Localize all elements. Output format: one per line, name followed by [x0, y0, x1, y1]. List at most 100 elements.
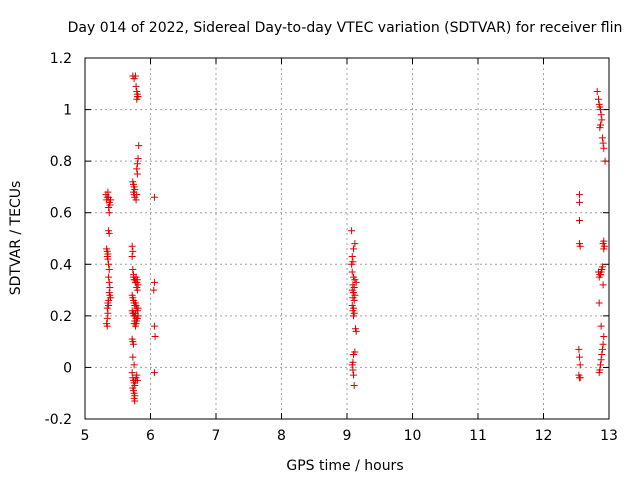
- y-tick-label: 0.4: [50, 257, 72, 273]
- data-point: [107, 196, 115, 204]
- data-point: [128, 242, 136, 250]
- data-point: [348, 227, 356, 235]
- data-point: [128, 253, 136, 261]
- data-point: [351, 240, 359, 248]
- x-tick-label: 11: [469, 428, 487, 444]
- data-point: [576, 198, 584, 206]
- x-tick-label: 10: [404, 428, 422, 444]
- data-point: [348, 253, 356, 261]
- data-point: [129, 247, 137, 255]
- data-point: [576, 216, 584, 224]
- data-point: [151, 332, 159, 340]
- data-point: [105, 265, 113, 273]
- data-point: [600, 245, 608, 253]
- axis-ticks: 5 6 7 8 9 10 11 12 13 -0.2 0 0.2 0.4 0.6 0.8 1 1.2: [45, 51, 618, 444]
- data-point: [105, 273, 113, 281]
- x-tick-label: 5: [81, 428, 90, 444]
- y-tick-label: -0.2: [45, 412, 72, 428]
- data-point: [595, 369, 603, 377]
- data-point: [132, 320, 140, 328]
- data-point: [132, 82, 140, 90]
- data-point: [133, 376, 141, 384]
- y-tick-label: 0: [63, 360, 72, 376]
- data-point: [150, 278, 158, 286]
- x-tick-label: 13: [600, 428, 618, 444]
- data-point: [103, 304, 111, 312]
- data-point: [150, 193, 158, 201]
- data-point: [128, 369, 136, 377]
- data-point: [595, 95, 603, 103]
- data-point: [131, 397, 139, 405]
- data-point: [106, 283, 114, 291]
- data-point: [348, 268, 356, 276]
- data-point: [104, 309, 112, 317]
- data-point: [134, 304, 142, 312]
- data-point: [597, 111, 605, 119]
- x-tick-label: 9: [343, 428, 352, 444]
- data-point: [132, 196, 140, 204]
- chart-title: Day 014 of 2022, Sidereal Day-to-day VTE…: [68, 20, 623, 36]
- y-tick-label: 1.2: [50, 51, 72, 67]
- y-tick-label: 0.8: [50, 154, 72, 170]
- data-point: [576, 361, 584, 369]
- data-point: [106, 201, 114, 209]
- data-point: [595, 299, 603, 307]
- data-point: [350, 351, 358, 359]
- data-point: [576, 242, 584, 250]
- x-tick-label: 8: [277, 428, 286, 444]
- x-tick-label: 6: [146, 428, 155, 444]
- data-point: [596, 106, 604, 114]
- data-point: [596, 361, 604, 369]
- data-point: [349, 366, 357, 374]
- data-point: [595, 268, 603, 276]
- data-point: [133, 170, 141, 178]
- data-point: [350, 245, 358, 253]
- data-point: [150, 369, 158, 377]
- data-point: [600, 144, 608, 152]
- data-point: [599, 139, 607, 147]
- data-point: [599, 281, 607, 289]
- data-point: [133, 93, 141, 101]
- data-points: [102, 72, 609, 405]
- data-point: [103, 322, 111, 330]
- data-point: [105, 260, 113, 268]
- y-tick-label: 1: [63, 103, 72, 119]
- data-point: [598, 345, 606, 353]
- data-point: [134, 312, 142, 320]
- y-tick-label: 0.2: [50, 309, 72, 325]
- data-point: [600, 332, 608, 340]
- data-point: [595, 273, 603, 281]
- data-point: [133, 371, 141, 379]
- data-point: [350, 296, 358, 304]
- y-tick-label: 0.6: [50, 206, 72, 222]
- data-point: [597, 356, 605, 364]
- data-point: [135, 142, 143, 150]
- data-point: [104, 188, 112, 196]
- data-point: [129, 353, 137, 361]
- data-point: [350, 381, 358, 389]
- data-point: [103, 314, 111, 322]
- x-tick-label: 12: [535, 428, 553, 444]
- data-point: [133, 276, 141, 284]
- data-point: [576, 353, 584, 361]
- data-point: [129, 265, 137, 273]
- data-point: [599, 340, 607, 348]
- x-axis-title: GPS time / hours: [286, 458, 403, 474]
- data-point: [601, 157, 609, 165]
- y-axis-title: SDTVAR / TECUs: [8, 181, 24, 296]
- data-point: [131, 72, 139, 80]
- data-point: [348, 361, 356, 369]
- grid: [85, 58, 609, 419]
- data-point: [134, 155, 142, 163]
- data-point: [350, 371, 358, 379]
- data-point: [133, 160, 141, 168]
- data-point: [350, 312, 358, 320]
- x-tick-label: 7: [212, 428, 221, 444]
- data-point: [133, 286, 141, 294]
- data-point: [129, 340, 137, 348]
- data-point: [150, 286, 158, 294]
- data-point: [598, 134, 606, 142]
- data-point: [133, 165, 141, 173]
